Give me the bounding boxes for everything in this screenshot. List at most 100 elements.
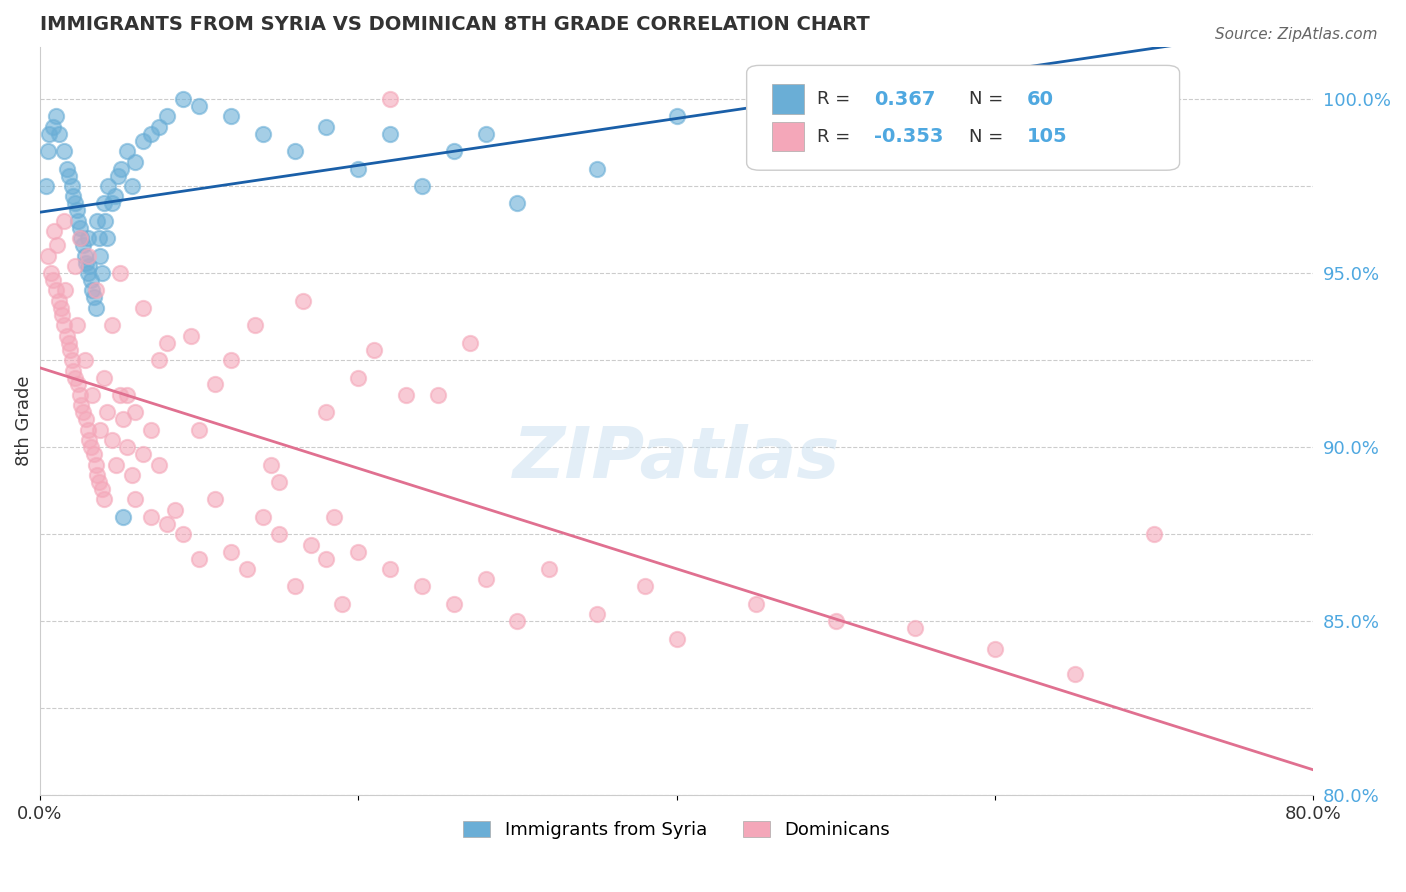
Text: 0.367: 0.367	[875, 89, 935, 109]
Point	[474, 127, 496, 141]
Point	[117, 440, 139, 454]
Point	[395, 388, 418, 402]
Point	[378, 92, 401, 106]
Point	[62, 363, 84, 377]
Point	[76, 266, 98, 280]
Text: -0.353: -0.353	[875, 127, 943, 146]
Text: 105: 105	[1026, 127, 1067, 146]
Point	[332, 597, 354, 611]
Point	[48, 293, 70, 308]
Point	[70, 231, 93, 245]
Point	[100, 318, 122, 333]
Point	[315, 120, 337, 134]
Point	[110, 161, 132, 176]
Point	[267, 527, 290, 541]
Point	[52, 144, 75, 158]
Point	[52, 318, 75, 333]
Point	[124, 405, 146, 419]
Point	[91, 482, 114, 496]
Point	[84, 458, 107, 472]
Point	[745, 597, 768, 611]
Point	[84, 301, 107, 315]
Point	[76, 249, 98, 263]
Point	[219, 109, 242, 123]
Text: IMMIGRANTS FROM SYRIA VS DOMINICAN 8TH GRADE CORRELATION CHART: IMMIGRANTS FROM SYRIA VS DOMINICAN 8TH G…	[39, 15, 870, 34]
Point	[93, 492, 115, 507]
Point	[117, 144, 139, 158]
Point	[80, 440, 103, 454]
Text: N =: N =	[970, 128, 1004, 145]
Point	[60, 178, 83, 193]
Point	[111, 412, 134, 426]
Point	[58, 169, 80, 183]
Point	[665, 632, 688, 646]
Point	[323, 509, 346, 524]
Point	[443, 144, 465, 158]
Point	[49, 301, 72, 315]
Point	[378, 127, 401, 141]
Point	[363, 343, 385, 357]
Point	[132, 134, 155, 148]
Point	[347, 544, 370, 558]
Point	[65, 318, 87, 333]
Text: R =: R =	[817, 128, 851, 145]
Point	[87, 231, 110, 245]
Point	[45, 284, 67, 298]
Point	[82, 388, 104, 402]
Point	[38, 127, 60, 141]
Point	[121, 468, 143, 483]
Point	[188, 423, 211, 437]
Point	[72, 238, 94, 252]
Point	[46, 238, 69, 252]
Point	[108, 388, 131, 402]
Point	[86, 468, 108, 483]
Point	[426, 388, 449, 402]
Point	[104, 189, 127, 203]
Point	[69, 220, 91, 235]
Point	[132, 447, 155, 461]
Point	[96, 231, 118, 245]
Point	[69, 388, 91, 402]
Point	[204, 377, 226, 392]
Text: N =: N =	[970, 90, 1004, 108]
Legend: Immigrants from Syria, Dominicans: Immigrants from Syria, Dominicans	[456, 814, 897, 847]
Point	[70, 398, 93, 412]
Point	[378, 562, 401, 576]
Point	[121, 178, 143, 193]
Point	[124, 492, 146, 507]
Point	[91, 266, 114, 280]
Point	[52, 214, 75, 228]
Point	[84, 284, 107, 298]
Point	[506, 614, 529, 628]
Point	[89, 423, 111, 437]
Point	[299, 538, 322, 552]
Point	[267, 475, 290, 489]
Point	[63, 196, 86, 211]
Point	[252, 509, 274, 524]
Text: R =: R =	[817, 90, 851, 108]
Point	[284, 144, 307, 158]
Text: ZIPatlas: ZIPatlas	[513, 424, 841, 493]
Point	[904, 621, 927, 635]
Point	[56, 161, 79, 176]
Point	[148, 353, 170, 368]
Point	[100, 433, 122, 447]
Point	[284, 579, 307, 593]
Point	[984, 642, 1007, 657]
Point	[236, 562, 259, 576]
Point	[252, 127, 274, 141]
Point	[111, 509, 134, 524]
Point	[117, 388, 139, 402]
Point	[37, 144, 59, 158]
Point	[156, 335, 179, 350]
Point	[165, 503, 187, 517]
Point	[67, 214, 90, 228]
Point	[665, 109, 688, 123]
Point	[94, 214, 117, 228]
Point	[180, 328, 202, 343]
Point	[1143, 527, 1166, 541]
Point	[63, 370, 86, 384]
Point	[48, 127, 70, 141]
Point	[141, 127, 163, 141]
Point	[148, 120, 170, 134]
